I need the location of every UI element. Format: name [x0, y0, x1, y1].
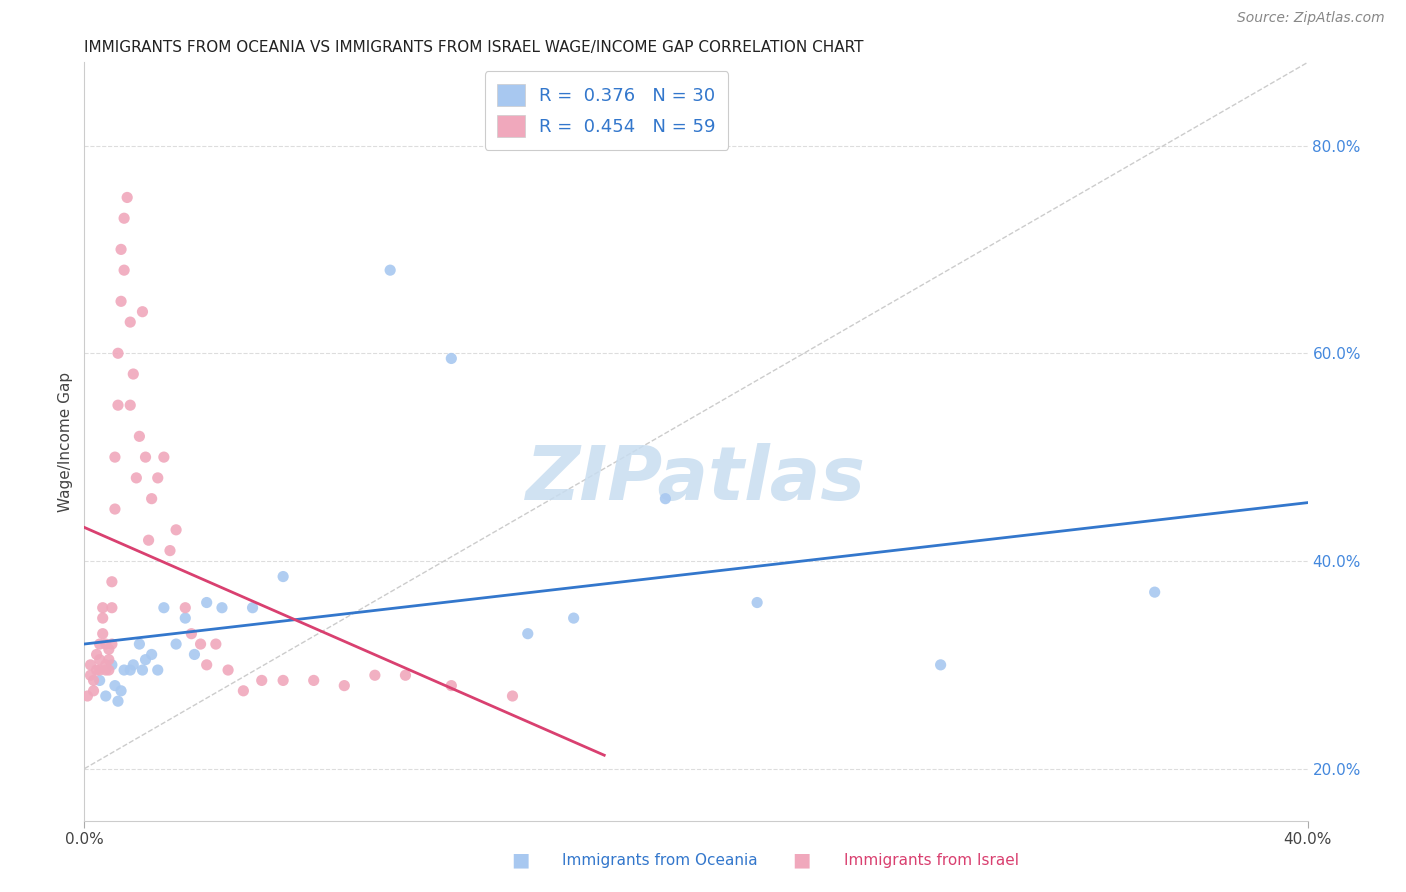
- Point: [153, 600, 176, 615]
- Point: [97, 642, 120, 657]
- Point: [76, 689, 98, 703]
- Point: [112, 211, 135, 226]
- Point: [131, 304, 153, 318]
- Point: [131, 663, 153, 677]
- Point: [180, 626, 202, 640]
- Point: [302, 673, 325, 688]
- Point: [205, 637, 228, 651]
- Point: [135, 450, 157, 464]
- Point: [364, 668, 387, 682]
- Point: [135, 653, 157, 667]
- Point: [217, 663, 239, 677]
- Point: [107, 346, 129, 360]
- Point: [128, 429, 150, 443]
- Point: [110, 683, 132, 698]
- Point: [120, 663, 142, 677]
- Point: [112, 663, 135, 677]
- Point: [440, 679, 463, 693]
- Point: [79, 668, 101, 682]
- Legend: R =  0.376   N = 30, R =  0.454   N = 59: R = 0.376 N = 30, R = 0.454 N = 59: [485, 71, 728, 150]
- Point: [562, 611, 585, 625]
- Text: Immigrants from Oceania: Immigrants from Oceania: [562, 854, 758, 868]
- Point: [89, 673, 111, 688]
- Point: [83, 673, 105, 688]
- Point: [232, 683, 254, 698]
- Point: [153, 450, 176, 464]
- Point: [94, 657, 117, 672]
- Point: [89, 663, 111, 677]
- Point: [271, 673, 294, 688]
- Y-axis label: Wage/Income Gap: Wage/Income Gap: [58, 371, 73, 512]
- Point: [94, 689, 117, 703]
- Point: [112, 263, 135, 277]
- Point: [125, 471, 148, 485]
- Point: [120, 315, 142, 329]
- Point: [107, 694, 129, 708]
- Point: [141, 648, 163, 662]
- Point: [333, 679, 356, 693]
- Point: [104, 502, 127, 516]
- Point: [94, 663, 117, 677]
- Point: [165, 523, 187, 537]
- Point: [122, 657, 145, 672]
- Point: [380, 263, 402, 277]
- Point: [104, 679, 127, 693]
- Point: [174, 600, 197, 615]
- Point: [83, 683, 105, 698]
- Point: [516, 626, 538, 640]
- Point: [394, 668, 416, 682]
- Point: [165, 637, 187, 651]
- Point: [211, 600, 233, 615]
- Text: IMMIGRANTS FROM OCEANIA VS IMMIGRANTS FROM ISRAEL WAGE/INCOME GAP CORRELATION CH: IMMIGRANTS FROM OCEANIA VS IMMIGRANTS FR…: [84, 40, 863, 55]
- Point: [122, 367, 145, 381]
- Point: [159, 543, 181, 558]
- Point: [94, 637, 117, 651]
- Point: [101, 600, 124, 615]
- Point: [183, 648, 205, 662]
- Point: [1143, 585, 1166, 599]
- Point: [89, 637, 111, 651]
- Point: [174, 611, 197, 625]
- Point: [97, 663, 120, 677]
- Point: [195, 595, 218, 609]
- Point: [91, 611, 114, 625]
- Point: [138, 533, 160, 548]
- Point: [128, 637, 150, 651]
- Point: [120, 398, 142, 412]
- Point: [654, 491, 676, 506]
- Text: ■: ■: [510, 850, 530, 869]
- Point: [440, 351, 463, 366]
- Point: [104, 450, 127, 464]
- Text: Immigrants from Israel: Immigrants from Israel: [844, 854, 1018, 868]
- Point: [101, 657, 124, 672]
- Point: [502, 689, 524, 703]
- Point: [89, 653, 111, 667]
- Point: [79, 657, 101, 672]
- Point: [110, 294, 132, 309]
- Point: [115, 190, 138, 204]
- Point: [190, 637, 212, 651]
- Point: [101, 637, 124, 651]
- Text: Source: ZipAtlas.com: Source: ZipAtlas.com: [1237, 12, 1385, 25]
- Point: [101, 574, 124, 589]
- Text: ZIPatlas: ZIPatlas: [526, 443, 866, 516]
- Point: [242, 600, 264, 615]
- Point: [91, 626, 114, 640]
- Point: [141, 491, 163, 506]
- Point: [747, 595, 769, 609]
- Text: ■: ■: [792, 850, 811, 869]
- Point: [250, 673, 273, 688]
- Point: [110, 243, 132, 257]
- Point: [107, 398, 129, 412]
- Point: [91, 600, 114, 615]
- Point: [86, 663, 108, 677]
- Point: [97, 653, 120, 667]
- Point: [146, 663, 169, 677]
- Point: [271, 569, 294, 583]
- Point: [86, 648, 108, 662]
- Point: [929, 657, 952, 672]
- Point: [146, 471, 169, 485]
- Point: [195, 657, 218, 672]
